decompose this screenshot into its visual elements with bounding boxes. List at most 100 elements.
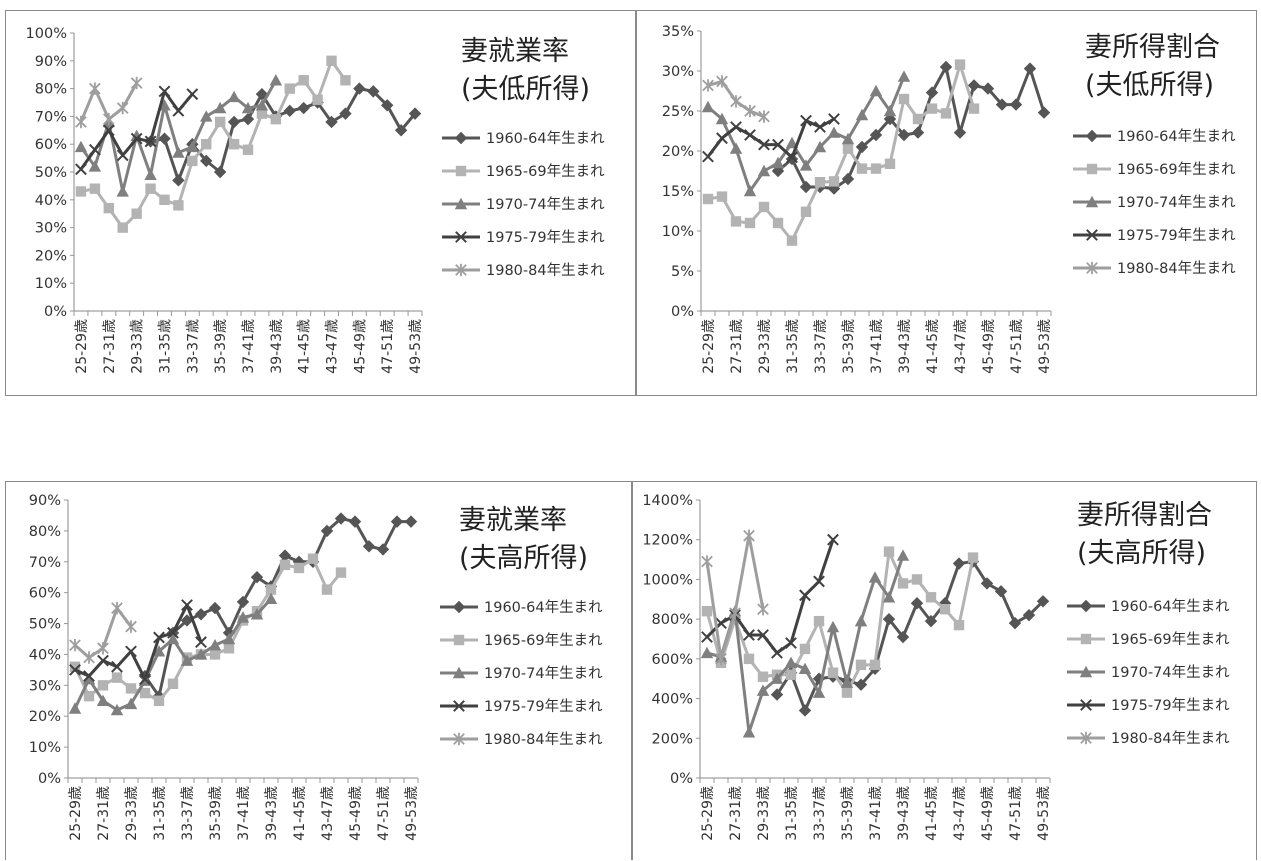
series-4 (69, 599, 207, 686)
data-point (172, 146, 185, 158)
x-tick-label: 37-41歳 (241, 319, 257, 374)
series-1 (771, 60, 1051, 195)
data-point (455, 165, 467, 176)
data-point (757, 164, 771, 177)
data-point (772, 217, 784, 229)
data-point (452, 600, 466, 613)
x-tick-label: 47-51歳 (376, 786, 392, 841)
legend: 1960-64年生まれ 1965-69年生まれ 1970-74年生まれ 1975… (440, 121, 605, 286)
x-tick-label: 35-39歳 (841, 319, 857, 374)
series-3 (701, 70, 911, 197)
legend-label: 1975-79年生まれ (484, 699, 603, 715)
data-point (952, 557, 966, 570)
data-point (702, 193, 714, 205)
series-line (74, 603, 203, 681)
data-point (124, 697, 138, 710)
data-point (88, 143, 101, 156)
data-point (883, 546, 895, 557)
data-point (730, 216, 742, 227)
data-point (827, 533, 839, 546)
x-tick-label: 41-45歳 (292, 786, 308, 841)
data-point (701, 606, 713, 617)
data-point (130, 76, 143, 90)
data-point (1085, 129, 1099, 142)
data-point (898, 93, 910, 105)
series-3 (74, 74, 283, 197)
data-point (799, 180, 813, 194)
data-point (771, 646, 783, 659)
data-point (980, 577, 994, 590)
x-tick-label: 43-47歳 (952, 786, 968, 841)
data-point (841, 132, 855, 145)
data-point (827, 126, 841, 138)
x-tick-label: 49-53歳 (404, 786, 420, 841)
legend-item: 1975-79年生まれ (438, 689, 603, 722)
data-point (784, 656, 798, 669)
data-point (742, 726, 756, 738)
legend-swatch (442, 197, 480, 209)
data-point (125, 620, 137, 633)
data-point (1086, 163, 1098, 174)
data-point (453, 699, 465, 712)
data-point (772, 138, 784, 151)
x-tick-label: 39-43歳 (897, 319, 913, 374)
x-tick-label: 27-31歳 (102, 319, 118, 374)
chart-panel-wife-employment-low-income: 0% 10% 20% 30% 40% 50% 60% 70% 80% 90% 100% 25-29歳 2… (5, 10, 636, 396)
data-point (868, 571, 882, 583)
data-point (798, 704, 812, 717)
data-point (953, 126, 967, 139)
x-tick-label: 31-35歳 (785, 319, 801, 374)
data-point (284, 83, 295, 94)
data-point (152, 645, 166, 657)
x-tick-label: 39-43歳 (269, 319, 285, 374)
data-point (828, 113, 840, 125)
data-point (856, 163, 868, 174)
y-tick-label: 20% (35, 248, 67, 264)
data-point (130, 132, 143, 145)
data-point (158, 132, 171, 145)
legend-swatch (442, 263, 480, 276)
legend-item: 1975-79年生まれ (1065, 688, 1230, 721)
data-point (814, 177, 826, 188)
data-point (111, 672, 123, 683)
legend-swatch (1067, 731, 1105, 744)
data-point (855, 140, 869, 154)
legend-swatch (442, 230, 480, 243)
data-point (770, 688, 784, 701)
legend-label: 1965-69年生まれ (1111, 632, 1230, 648)
data-point (884, 158, 896, 169)
data-point (335, 567, 347, 578)
y-tick-label: 30% (662, 64, 694, 80)
x-tick-label: 31-35歳 (157, 319, 173, 374)
y-tick-label: 600% (652, 652, 693, 668)
data-point (194, 648, 208, 660)
data-point (75, 163, 87, 176)
y-tick-label: 40% (35, 193, 67, 209)
data-point (125, 645, 137, 658)
x-tick-label: 27-31歳 (728, 786, 744, 841)
x-tick-label: 25-29歳 (74, 319, 90, 374)
data-point (967, 79, 981, 92)
data-point (312, 94, 323, 105)
legend-label: 1980-84年生まれ (1111, 731, 1230, 747)
x-tick-label: 25-29歳 (700, 786, 716, 841)
legend-swatch (440, 699, 478, 712)
data-point (968, 103, 980, 114)
data-point (911, 126, 925, 139)
data-point (208, 601, 222, 615)
chart-title-line: (夫低所得) (1085, 70, 1215, 101)
data-point (334, 512, 348, 525)
data-point (307, 553, 319, 564)
data-point (744, 129, 756, 141)
data-point (757, 629, 769, 641)
x-tick-label: 25-29歳 (701, 319, 717, 374)
data-point (75, 115, 87, 129)
data-point (882, 591, 896, 603)
data-point (827, 667, 839, 678)
data-point (729, 142, 743, 154)
y-tick-label: 0% (38, 771, 61, 787)
data-point (854, 678, 868, 691)
data-point (869, 84, 883, 97)
data-point (455, 230, 467, 243)
chart-title: 妻就業率 (夫低所得) (461, 33, 590, 109)
